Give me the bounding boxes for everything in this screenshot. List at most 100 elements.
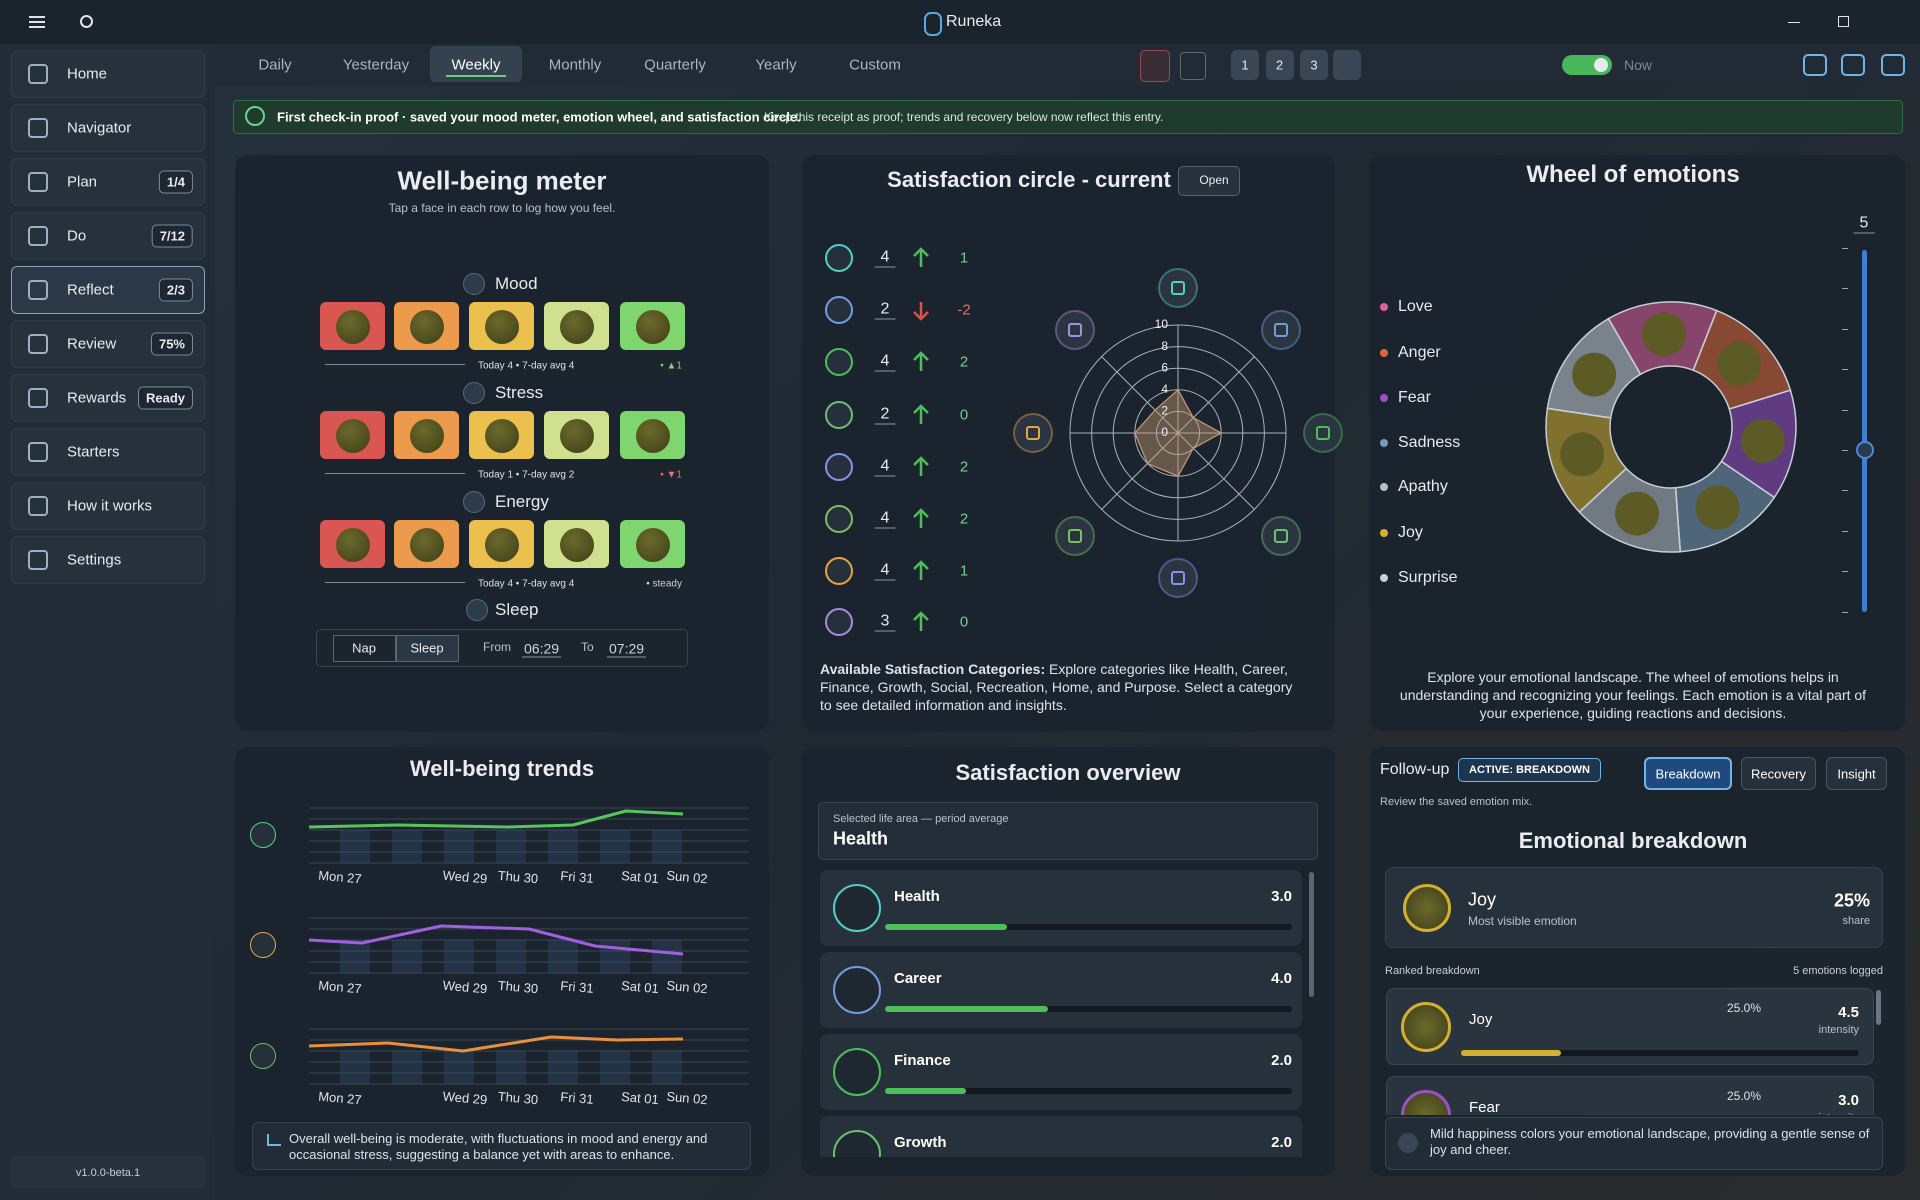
slot-button[interactable] bbox=[1300, 50, 1328, 80]
open-label[interactable]: Open bbox=[1199, 173, 1229, 187]
category-icon[interactable] bbox=[825, 348, 853, 376]
nav-label[interactable]: Do bbox=[67, 227, 87, 245]
tab[interactable]: Quarterly bbox=[644, 56, 706, 74]
nav-label[interactable]: Reflect bbox=[67, 281, 114, 299]
category-value[interactable]: 2 bbox=[874, 301, 896, 320]
category-value[interactable]: 4 bbox=[874, 510, 896, 529]
minimize-button[interactable] bbox=[1788, 22, 1800, 23]
category-icon[interactable] bbox=[825, 505, 853, 533]
legend-label[interactable]: Joy bbox=[1398, 524, 1423, 541]
followup-button-label[interactable]: Breakdown bbox=[1655, 766, 1721, 782]
nav-label[interactable]: Settings bbox=[67, 551, 122, 569]
nav-label[interactable]: Navigator bbox=[67, 119, 132, 137]
nav-item[interactable] bbox=[11, 104, 205, 152]
nav-label[interactable]: Rewards bbox=[67, 389, 127, 407]
tab[interactable]: Custom bbox=[849, 56, 901, 74]
delete-button[interactable] bbox=[1140, 50, 1170, 82]
followup-button[interactable] bbox=[1741, 757, 1816, 790]
nav-label[interactable]: Plan bbox=[67, 173, 98, 191]
followup-button-label[interactable]: Insight bbox=[1837, 766, 1876, 782]
nav-label[interactable]: Starters bbox=[67, 443, 120, 461]
category-icon[interactable] bbox=[825, 608, 853, 636]
face-button[interactable] bbox=[544, 520, 609, 568]
level-value[interactable]: 5 bbox=[1853, 215, 1875, 234]
radar-category-icon[interactable] bbox=[1303, 413, 1343, 453]
followup-button[interactable] bbox=[1826, 757, 1887, 790]
face-button[interactable] bbox=[544, 411, 609, 459]
header-icon[interactable] bbox=[1803, 54, 1827, 76]
tab[interactable]: Yesterday bbox=[342, 56, 410, 74]
category-icon[interactable] bbox=[825, 401, 853, 429]
sleep-mode-label[interactable]: Sleep bbox=[410, 640, 444, 656]
face-button[interactable] bbox=[320, 411, 385, 459]
tab[interactable]: Monthly bbox=[548, 56, 602, 74]
area-card[interactable]: Career 4.0 bbox=[820, 952, 1302, 1028]
radar-category-icon[interactable] bbox=[1158, 268, 1198, 308]
legend-label[interactable]: Love bbox=[1398, 298, 1433, 315]
open-button[interactable] bbox=[1178, 166, 1240, 196]
extra-button[interactable] bbox=[1333, 50, 1361, 80]
to-time[interactable]: 07:29 bbox=[607, 640, 647, 658]
nav-label[interactable]: Review bbox=[67, 335, 117, 353]
ranked-card[interactable]: Joy 25.0% 4.5 intensity bbox=[1386, 988, 1874, 1065]
header-icon[interactable] bbox=[1881, 54, 1905, 76]
legend-label[interactable]: Anger bbox=[1398, 344, 1441, 361]
face-button[interactable] bbox=[394, 411, 459, 459]
face-button[interactable] bbox=[620, 411, 685, 459]
face-button[interactable] bbox=[620, 302, 685, 350]
ranked-card[interactable]: Fear 25.0% 3.0 intensity bbox=[1386, 1076, 1874, 1115]
face-button[interactable] bbox=[320, 520, 385, 568]
save-button[interactable] bbox=[1180, 52, 1206, 80]
slot-label[interactable]: 1 bbox=[1241, 57, 1249, 73]
face-button[interactable] bbox=[394, 302, 459, 350]
search-button[interactable] bbox=[80, 15, 93, 28]
sleep-mode[interactable] bbox=[333, 635, 396, 662]
nav-item[interactable] bbox=[11, 428, 205, 476]
legend-label[interactable]: Fear bbox=[1398, 389, 1431, 406]
slot-button[interactable] bbox=[1231, 50, 1259, 80]
category-icon[interactable] bbox=[825, 557, 853, 585]
category-value[interactable]: 3 bbox=[874, 613, 896, 632]
slot-button[interactable] bbox=[1265, 50, 1294, 80]
face-button[interactable] bbox=[320, 302, 385, 350]
nav-item[interactable] bbox=[11, 50, 205, 98]
legend-label[interactable]: Apathy bbox=[1398, 478, 1448, 495]
slot-label[interactable]: 2 bbox=[1275, 57, 1284, 73]
legend-label[interactable]: Sadness bbox=[1398, 434, 1461, 451]
category-value[interactable]: 4 bbox=[874, 458, 896, 477]
from-time[interactable]: 06:29 bbox=[522, 640, 562, 658]
sleep-mode-label[interactable]: Nap bbox=[352, 640, 376, 656]
face-button[interactable] bbox=[620, 520, 685, 568]
nav-item[interactable] bbox=[11, 536, 205, 584]
followup-button[interactable] bbox=[1644, 757, 1732, 790]
followup-button-label[interactable]: Recovery bbox=[1751, 766, 1806, 782]
category-icon[interactable] bbox=[825, 453, 853, 481]
tab[interactable]: Daily bbox=[258, 56, 292, 74]
face-button[interactable] bbox=[469, 302, 534, 350]
face-button[interactable] bbox=[544, 302, 609, 350]
radar-category-icon[interactable] bbox=[1158, 558, 1198, 598]
sleep-mode[interactable] bbox=[396, 635, 459, 662]
legend-label[interactable]: Surprise bbox=[1398, 569, 1458, 586]
menu-button[interactable] bbox=[29, 16, 45, 18]
header-icon[interactable] bbox=[1841, 54, 1865, 76]
slot-label[interactable]: 3 bbox=[1310, 57, 1318, 73]
radar-category-icon[interactable] bbox=[1013, 413, 1053, 453]
maximize-button[interactable] bbox=[1838, 16, 1849, 27]
face-button[interactable] bbox=[469, 520, 534, 568]
category-value[interactable]: 4 bbox=[874, 562, 896, 581]
category-icon[interactable] bbox=[825, 296, 853, 324]
category-value[interactable]: 4 bbox=[874, 353, 896, 372]
category-value[interactable]: 2 bbox=[874, 406, 896, 425]
category-value[interactable]: 4 bbox=[874, 249, 896, 268]
tab[interactable]: Yearly bbox=[755, 56, 797, 74]
face-button[interactable] bbox=[394, 520, 459, 568]
nav-label[interactable]: Home bbox=[67, 65, 108, 83]
area-card[interactable]: Growth 2.0 bbox=[820, 1116, 1302, 1157]
nav-label[interactable]: How it works bbox=[67, 497, 153, 515]
slider-knob[interactable] bbox=[1856, 441, 1874, 460]
area-card[interactable]: Health 3.0 bbox=[820, 870, 1302, 946]
face-button[interactable] bbox=[469, 411, 534, 459]
category-icon[interactable] bbox=[825, 244, 853, 272]
area-card[interactable]: Finance 2.0 bbox=[820, 1034, 1302, 1110]
